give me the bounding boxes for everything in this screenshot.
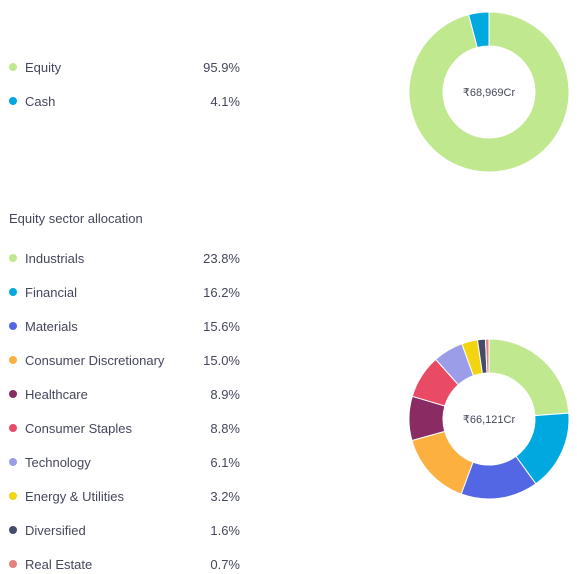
sector-allocation-title: Equity sector allocation [9, 211, 143, 226]
legend-dot-technology [9, 458, 17, 466]
legend-label: Financial [25, 284, 78, 300]
legend-item-materials: Materials 15.6% [0, 316, 240, 336]
legend-value: 0.7% [210, 556, 240, 572]
donut-slice-real-estate[interactable] [484, 338, 490, 374]
legend-value: 23.8% [203, 250, 240, 266]
asset-allocation-total: ₹68,969Cr [463, 87, 516, 99]
legend-item-real-estate: Real Estate 0.7% [0, 554, 240, 574]
donut-slice-consumer-discretionary[interactable] [411, 430, 474, 495]
legend-dot-diversified [9, 526, 17, 534]
legend-dot-consumer-discretionary [9, 356, 17, 364]
legend-label: Cash [25, 93, 56, 109]
legend-value: 3.2% [210, 488, 240, 504]
legend-dot-equity [9, 63, 17, 71]
legend-dot-financial [9, 288, 17, 296]
legend-value: 95.9% [203, 59, 240, 75]
legend-item-diversified: Diversified 1.6% [0, 520, 240, 540]
sector-allocation-total: ₹66,121Cr [463, 414, 516, 426]
donut-slice-industrials[interactable] [488, 338, 570, 417]
legend-label: Technology [25, 454, 91, 470]
legend-label: Equity [25, 59, 62, 75]
legend-item-equity: Equity 95.9% [0, 57, 240, 77]
legend-dot-real-estate [9, 560, 17, 568]
legend-label: Real Estate [25, 556, 93, 572]
legend-value: 15.6% [203, 318, 240, 334]
legend-value: 16.2% [203, 284, 240, 300]
legend-item-healthcare: Healthcare 8.9% [0, 384, 240, 404]
donut-slice-cash[interactable] [468, 11, 490, 49]
legend-value: 15.0% [203, 352, 240, 368]
legend-label: Diversified [25, 522, 86, 538]
legend-label: Healthcare [25, 386, 88, 402]
legend-dot-industrials [9, 254, 17, 262]
legend-value: 8.8% [210, 420, 240, 436]
legend-item-industrials: Industrials 23.8% [0, 248, 240, 268]
legend-dot-cash [9, 97, 17, 105]
legend-dot-consumer-staples [9, 424, 17, 432]
legend-item-energy-and-utilities: Energy & Utilities 3.2% [0, 486, 240, 506]
legend-label: Materials [25, 318, 78, 334]
legend-item-technology: Technology 6.1% [0, 452, 240, 472]
legend-value: 4.1% [210, 93, 240, 109]
legend-value: 6.1% [210, 454, 240, 470]
legend-item-financial: Financial 16.2% [0, 282, 240, 302]
donut-slice-equity[interactable] [408, 11, 570, 173]
legend-dot-energy-and-utilities [9, 492, 17, 500]
legend-item-cash: Cash 4.1% [0, 91, 240, 111]
asset-allocation-donut-chart: ₹68,969Cr [408, 11, 570, 173]
legend-item-consumer-staples: Consumer Staples 8.8% [0, 418, 240, 438]
legend-label: Energy & Utilities [25, 488, 124, 504]
legend-label: Industrials [25, 250, 85, 266]
legend-label: Consumer Discretionary [25, 352, 165, 368]
legend-label: Consumer Staples [25, 420, 132, 436]
legend-item-consumer-discretionary: Consumer Discretionary 15.0% [0, 350, 240, 370]
legend-value: 8.9% [210, 386, 240, 402]
legend-dot-healthcare [9, 390, 17, 398]
legend-value: 1.6% [210, 522, 240, 538]
sector-allocation-donut-chart: ₹66,121Cr [408, 338, 570, 500]
legend-dot-materials [9, 322, 17, 330]
